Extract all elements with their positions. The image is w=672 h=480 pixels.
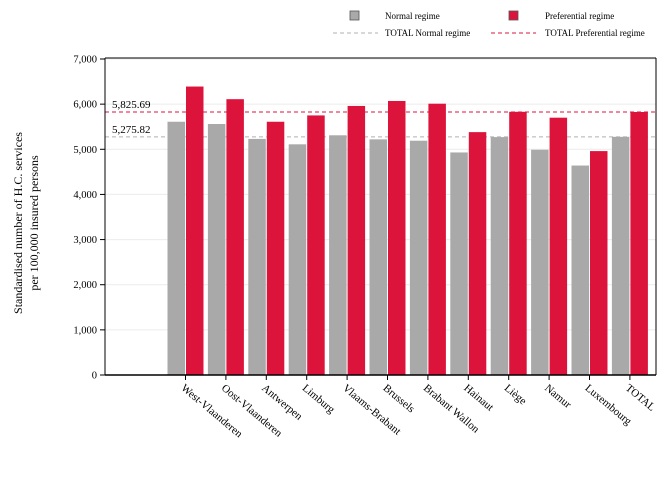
bar-normal-regime xyxy=(611,136,630,375)
bar-normal-regime xyxy=(369,139,387,375)
y-tick-label: 2,000 xyxy=(73,280,97,291)
bar-preferential-regime xyxy=(630,111,648,375)
bar-preferential-regime xyxy=(347,105,366,375)
x-tick-label: Limburg xyxy=(300,382,337,416)
y-tick-label: 6,000 xyxy=(73,100,97,111)
bar-normal-regime xyxy=(207,124,226,376)
legend-swatch-normal xyxy=(349,10,360,21)
axes xyxy=(100,57,657,380)
bar-normal-regime xyxy=(450,152,468,375)
bar-normal-regime xyxy=(531,149,549,375)
total-normal-reference-value: 5,275.82 xyxy=(112,124,151,136)
legend-label-normal: Normal regime xyxy=(385,11,440,21)
x-tick-label: TOTAL xyxy=(623,382,658,414)
legend-label-total-normal: TOTAL Normal regime xyxy=(385,28,470,38)
bar-preferential-regime xyxy=(266,121,285,376)
y-axis-label-line-2: per 100,000 insured persons xyxy=(27,155,41,291)
x-tick-labels: West-VlaanderenOost-VlaanderenAntwerpenL… xyxy=(179,382,658,440)
y-tick-label: 4,000 xyxy=(73,190,97,201)
bar-normal-regime xyxy=(571,165,589,375)
legend-label-preferential: Preferential regime xyxy=(545,11,614,21)
bar-preferential-regime xyxy=(388,100,406,376)
y-tick-label: 7,000 xyxy=(73,55,97,66)
y-tick-label: 5,000 xyxy=(73,145,97,156)
y-tick-label: 1,000 xyxy=(73,325,97,336)
bar-normal-regime xyxy=(288,144,307,375)
bar-preferential-regime xyxy=(307,115,325,375)
total-preferential-reference-value: 5,825.69 xyxy=(112,99,151,111)
bar-preferential-regime xyxy=(468,132,487,375)
legend: Normal regime Preferential regime TOTAL … xyxy=(333,10,645,38)
bar-normal-regime xyxy=(490,137,509,375)
x-tick-label: Brussels xyxy=(381,382,417,415)
x-tick-label: Hainaut xyxy=(461,382,495,414)
y-tick-label: 3,000 xyxy=(73,235,97,246)
legend-label-total-preferential: TOTAL Preferential regime xyxy=(545,28,645,38)
y-axis-label-line-1: Standardised number of H.C. services xyxy=(11,132,25,314)
bars xyxy=(167,86,648,376)
bar-preferential-regime xyxy=(509,111,527,376)
bar-normal-regime xyxy=(409,140,428,375)
x-tick-label: Namur xyxy=(542,382,573,411)
bar-preferential-regime xyxy=(549,117,568,375)
bar-normal-regime xyxy=(329,135,347,375)
y-tick-labels: 0 1,000 2,000 3,000 4,000 5,000 6,000 7,000 xyxy=(73,55,97,382)
legend-swatch-preferential xyxy=(508,10,519,21)
bar-preferential-regime xyxy=(428,103,446,375)
y-tick-label: 0 xyxy=(92,371,97,382)
bar-preferential-regime xyxy=(226,99,244,376)
bar-preferential-regime xyxy=(186,86,204,375)
reference-labels: 5,275.82 5,825.69 xyxy=(112,99,151,136)
x-tick-label: Liège xyxy=(502,382,529,407)
bar-normal-regime xyxy=(248,138,266,375)
bar-preferential-regime xyxy=(590,151,608,375)
bar-normal-regime xyxy=(167,121,185,376)
